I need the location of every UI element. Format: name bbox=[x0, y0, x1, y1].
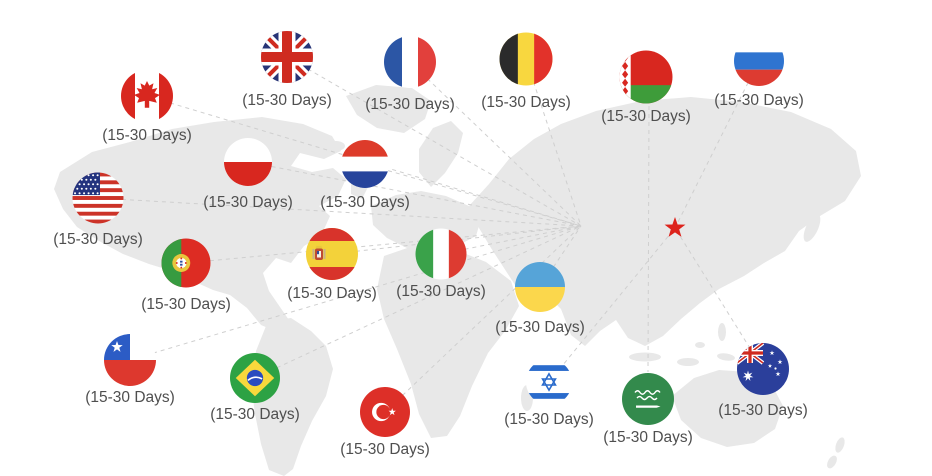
shipping-route-line bbox=[331, 225, 582, 255]
flag-icon-ukraine bbox=[515, 262, 565, 312]
shipping-route-line bbox=[254, 225, 582, 379]
shipping-time-label-turkey: (15-30 Days) bbox=[340, 441, 430, 458]
shipping-route-line bbox=[97, 197, 582, 227]
shipping-time-label-portugal: (15-30 Days) bbox=[141, 296, 231, 313]
shipping-time-label-canada: (15-30 Days) bbox=[102, 127, 192, 144]
flag-icon-canada bbox=[121, 70, 173, 122]
shipping-route-line bbox=[525, 58, 582, 227]
flag-icon-spain bbox=[306, 228, 358, 280]
origin-star-icon bbox=[664, 217, 686, 237]
shipping-time-label-belarus: (15-30 Days) bbox=[601, 108, 691, 125]
continent bbox=[54, 117, 346, 333]
shipping-route-line bbox=[185, 225, 582, 264]
island bbox=[827, 455, 837, 469]
flag-icon-turkey bbox=[360, 387, 410, 437]
continents-layer bbox=[54, 85, 861, 476]
shipping-route-line bbox=[674, 60, 760, 229]
flag-icon-usa bbox=[72, 172, 124, 224]
flag-icon-australia bbox=[737, 343, 789, 395]
flag-icon-belgium bbox=[499, 32, 553, 86]
shipping-route-line bbox=[548, 227, 676, 383]
shipping-route-line bbox=[129, 225, 582, 361]
shipping-time-label-brazil: (15-30 Days) bbox=[210, 406, 300, 423]
flag-icon-israel bbox=[526, 359, 572, 405]
shipping-time-label-uk: (15-30 Days) bbox=[242, 92, 332, 109]
island bbox=[718, 323, 726, 341]
island bbox=[803, 214, 821, 242]
island bbox=[717, 353, 735, 361]
shipping-time-label-spain: (15-30 Days) bbox=[287, 285, 377, 302]
flag-icon-netherlands bbox=[341, 140, 389, 188]
shipping-route-line bbox=[674, 227, 764, 370]
shipping-routes-layer bbox=[97, 56, 764, 413]
shipping-time-label-russia: (15-30 Days) bbox=[714, 92, 804, 109]
island bbox=[629, 352, 661, 362]
shipping-time-label-ukraine: (15-30 Days) bbox=[495, 319, 585, 336]
continent bbox=[251, 318, 333, 476]
shipping-time-label-saudi_arabia: (15-30 Days) bbox=[603, 429, 693, 446]
flag-icon-italy bbox=[415, 228, 467, 280]
shipping-time-label-australia: (15-30 Days) bbox=[718, 402, 808, 419]
shipping-time-label-france: (15-30 Days) bbox=[365, 96, 455, 113]
flag-icon-poland bbox=[224, 138, 272, 186]
island bbox=[327, 141, 345, 151]
continent bbox=[346, 85, 431, 133]
shipping-time-label-poland: (15-30 Days) bbox=[203, 194, 293, 211]
flag-icon-france bbox=[384, 36, 436, 88]
flag-icon-russia bbox=[734, 36, 784, 86]
flag-icon-chile bbox=[104, 334, 156, 386]
shipping-time-label-israel: (15-30 Days) bbox=[504, 411, 594, 428]
continent bbox=[419, 121, 463, 187]
island bbox=[835, 437, 845, 453]
flag-icon-uk bbox=[261, 31, 313, 83]
flag-icon-brazil bbox=[230, 353, 280, 403]
shipping-route-line bbox=[247, 161, 582, 227]
shipping-route-line bbox=[384, 225, 582, 413]
continent bbox=[377, 245, 519, 438]
shipping-time-label-italy: (15-30 Days) bbox=[396, 283, 486, 300]
island bbox=[695, 342, 705, 348]
shipping-time-label-chile: (15-30 Days) bbox=[85, 389, 175, 406]
shipping-route-line bbox=[286, 56, 582, 227]
shipping-route-line bbox=[364, 163, 582, 227]
flag-icon-belarus bbox=[619, 50, 673, 104]
flag-icon-portugal bbox=[161, 238, 211, 288]
shipping-time-label-belgium: (15-30 Days) bbox=[481, 94, 571, 111]
flag-icon-saudi_arabia bbox=[622, 373, 674, 425]
island bbox=[677, 358, 699, 366]
shipping-time-label-netherlands: (15-30 Days) bbox=[320, 194, 410, 211]
shipping-time-label-usa: (15-30 Days) bbox=[53, 231, 143, 248]
continent bbox=[469, 97, 861, 346]
